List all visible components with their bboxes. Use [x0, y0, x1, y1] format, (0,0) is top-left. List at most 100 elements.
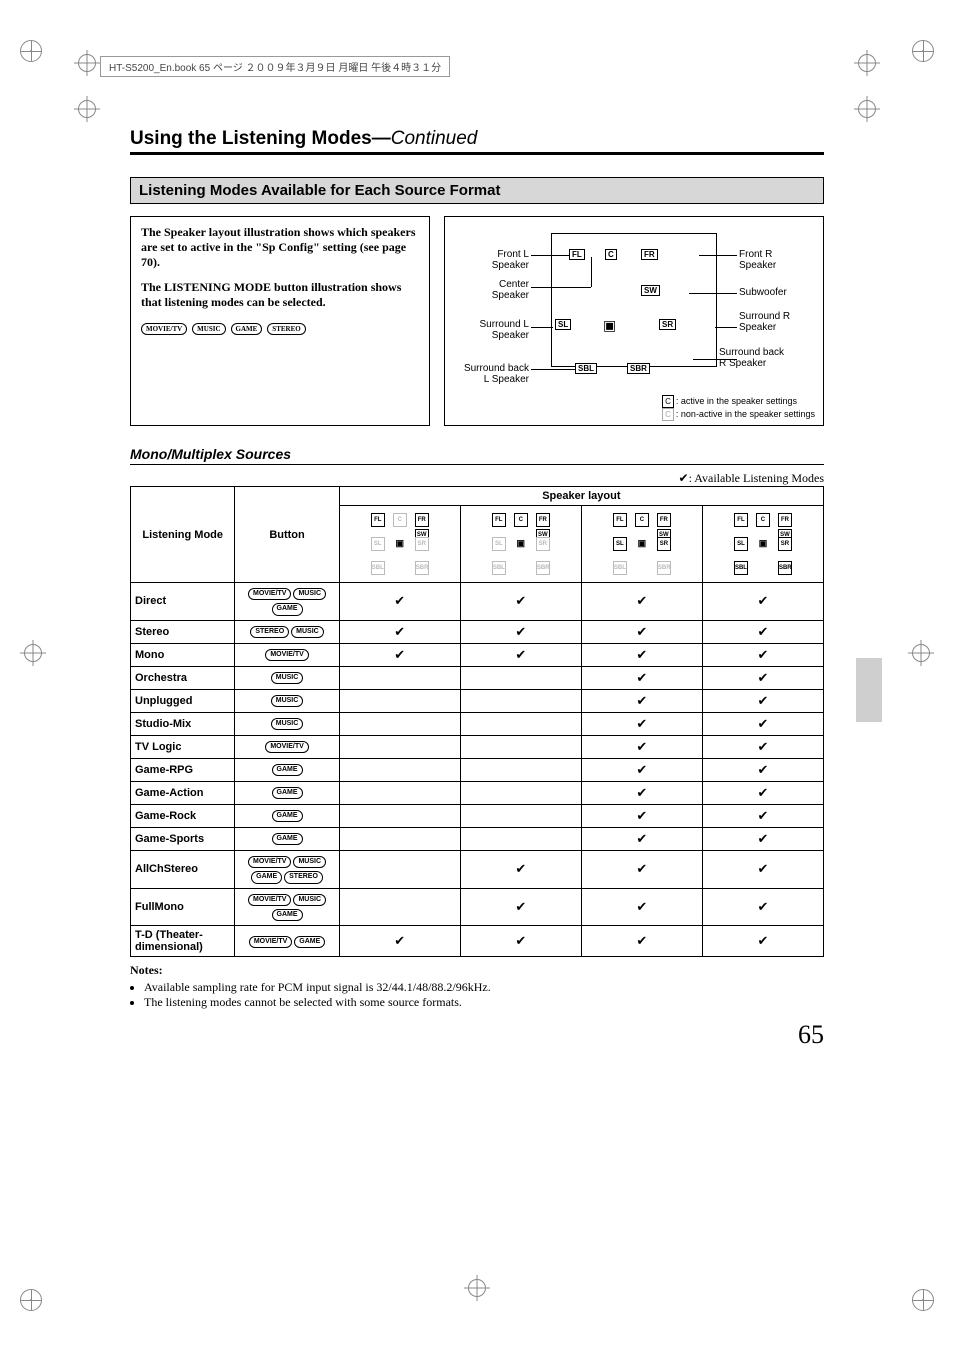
- mode-buttons: GAME: [235, 827, 339, 850]
- front-r-label: Front R Speaker: [739, 249, 819, 271]
- notes-heading: Notes:: [130, 963, 163, 977]
- music-button: MUSIC: [271, 695, 304, 707]
- mode-name: AllChStereo: [131, 850, 235, 888]
- game-button: GAME: [272, 833, 303, 845]
- check-cell: ✔: [339, 643, 460, 666]
- check-cell: ✔: [702, 689, 823, 712]
- spk-sw: SW: [641, 285, 660, 296]
- movie-button: MOVIE/TV: [141, 323, 187, 335]
- check-cell: [460, 758, 581, 781]
- sur-l-label: Surround L Speaker: [449, 319, 529, 341]
- title-sep: —: [372, 128, 391, 149]
- game-button: GAME: [231, 323, 263, 335]
- intro-row: The Speaker layout illustration shows wh…: [130, 216, 824, 426]
- check-cell: ✔: [581, 827, 702, 850]
- music-button: MUSIC: [293, 856, 326, 868]
- table-row: Game-ActionGAME✔✔: [131, 781, 824, 804]
- col-layout-group: Speaker layout: [339, 487, 823, 506]
- spk-sr: SR: [659, 319, 676, 330]
- music-button: MUSIC: [291, 626, 324, 638]
- stereo-button: STEREO: [250, 626, 289, 638]
- check-cell: [339, 781, 460, 804]
- table-row: Game-RPGGAME✔✔: [131, 758, 824, 781]
- mode-name: Stereo: [131, 620, 235, 643]
- music-button: MUSIC: [293, 894, 326, 906]
- page-number: 65: [798, 1020, 824, 1050]
- game-button: GAME: [251, 871, 282, 883]
- check-cell: ✔: [702, 758, 823, 781]
- check-cell: [460, 804, 581, 827]
- game-button: GAME: [272, 810, 303, 822]
- check-cell: ✔: [581, 689, 702, 712]
- table-row: OrchestraMUSIC✔✔: [131, 666, 824, 689]
- check-cell: ✔: [702, 804, 823, 827]
- crop-mark: [854, 50, 880, 76]
- check-cell: ✔: [581, 781, 702, 804]
- running-header: HT-S5200_En.book 65 ページ ２００９年３月９日 月曜日 午後…: [100, 56, 450, 77]
- check-cell: ✔: [702, 620, 823, 643]
- check-cell: [460, 735, 581, 758]
- mode-name: Game-Rock: [131, 804, 235, 827]
- table-row: Game-RockGAME✔✔: [131, 804, 824, 827]
- check-cell: ✔: [702, 827, 823, 850]
- notes-block: Notes: Available sampling rate for PCM i…: [130, 963, 824, 1010]
- check-cell: ✔: [581, 666, 702, 689]
- mode-name: Studio-Mix: [131, 712, 235, 735]
- spk-sbr: SBR: [627, 363, 650, 374]
- check-cell: ✔: [581, 712, 702, 735]
- check-cell: ✔: [339, 926, 460, 957]
- mode-name: Direct: [131, 583, 235, 621]
- diagram-line: [715, 327, 737, 328]
- table-row: StereoSTEREOMUSIC✔✔✔✔: [131, 620, 824, 643]
- mode-name: Game-Sports: [131, 827, 235, 850]
- music-button: MUSIC: [271, 718, 304, 730]
- check-cell: ✔: [460, 888, 581, 926]
- crop-mark: [20, 1289, 42, 1311]
- game-button: GAME: [272, 764, 303, 776]
- page-title: Using the Listening Modes—Continued: [130, 128, 824, 155]
- sur-r-label: Surround R Speaker: [739, 311, 819, 333]
- check-cell: ✔: [339, 620, 460, 643]
- receiver-icon: ▣: [603, 317, 616, 334]
- table-row: MonoMOVIE/TV✔✔✔✔: [131, 643, 824, 666]
- subsection-heading: Mono/Multiplex Sources: [130, 446, 824, 465]
- check-cell: ✔: [339, 583, 460, 621]
- example-buttons: MOVIE/TV MUSIC GAME STEREO: [141, 320, 419, 335]
- check-cell: ✔: [702, 926, 823, 957]
- note-item: Available sampling rate for PCM input si…: [144, 980, 824, 995]
- crop-mark: [464, 1275, 490, 1301]
- spk-c: C: [605, 249, 617, 260]
- check-cell: ✔: [460, 926, 581, 957]
- check-cell: ✔: [460, 643, 581, 666]
- mode-name: Unplugged: [131, 689, 235, 712]
- col-mode-header: Listening Mode: [131, 487, 235, 583]
- check-cell: [460, 827, 581, 850]
- mode-buttons: STEREOMUSIC: [235, 620, 339, 643]
- desc-p1: The Speaker layout illustration shows wh…: [141, 225, 419, 270]
- check-cell: ✔: [702, 850, 823, 888]
- sbr-label: Surround back R Speaker: [719, 347, 819, 369]
- movie-button: MOVIE/TV: [265, 741, 308, 753]
- mode-buttons: MOVIE/TV: [235, 643, 339, 666]
- check-cell: [339, 666, 460, 689]
- check-cell: [339, 827, 460, 850]
- check-cell: [460, 781, 581, 804]
- mode-name: Game-RPG: [131, 758, 235, 781]
- title-main: Using the Listening Modes: [130, 128, 372, 149]
- crop-mark: [854, 96, 880, 122]
- crop-mark: [74, 50, 100, 76]
- diagram-legend: C: active in the speaker settings C: non…: [662, 395, 815, 421]
- mode-buttons: MOVIE/TV: [235, 735, 339, 758]
- layout-header-1: FLCFR SW SL▣SR SBLSBR: [460, 506, 581, 583]
- music-button: MUSIC: [192, 323, 225, 335]
- movie-button: MOVIE/TV: [248, 588, 291, 600]
- center-label: Center Speaker: [449, 279, 529, 301]
- check-cell: ✔: [581, 643, 702, 666]
- check-cell: [339, 804, 460, 827]
- crop-mark: [20, 40, 42, 62]
- mode-name: Orchestra: [131, 666, 235, 689]
- music-button: MUSIC: [293, 588, 326, 600]
- note-item: The listening modes cannot be selected w…: [144, 995, 824, 1010]
- diagram-line: [531, 369, 575, 370]
- spk-sbl: SBL: [575, 363, 597, 374]
